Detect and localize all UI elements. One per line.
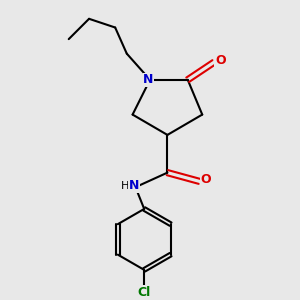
Text: N: N: [143, 73, 154, 86]
Text: H: H: [121, 181, 130, 191]
Text: O: O: [215, 54, 226, 68]
Text: O: O: [200, 173, 211, 186]
Text: Cl: Cl: [138, 286, 151, 299]
Text: N: N: [129, 179, 139, 192]
